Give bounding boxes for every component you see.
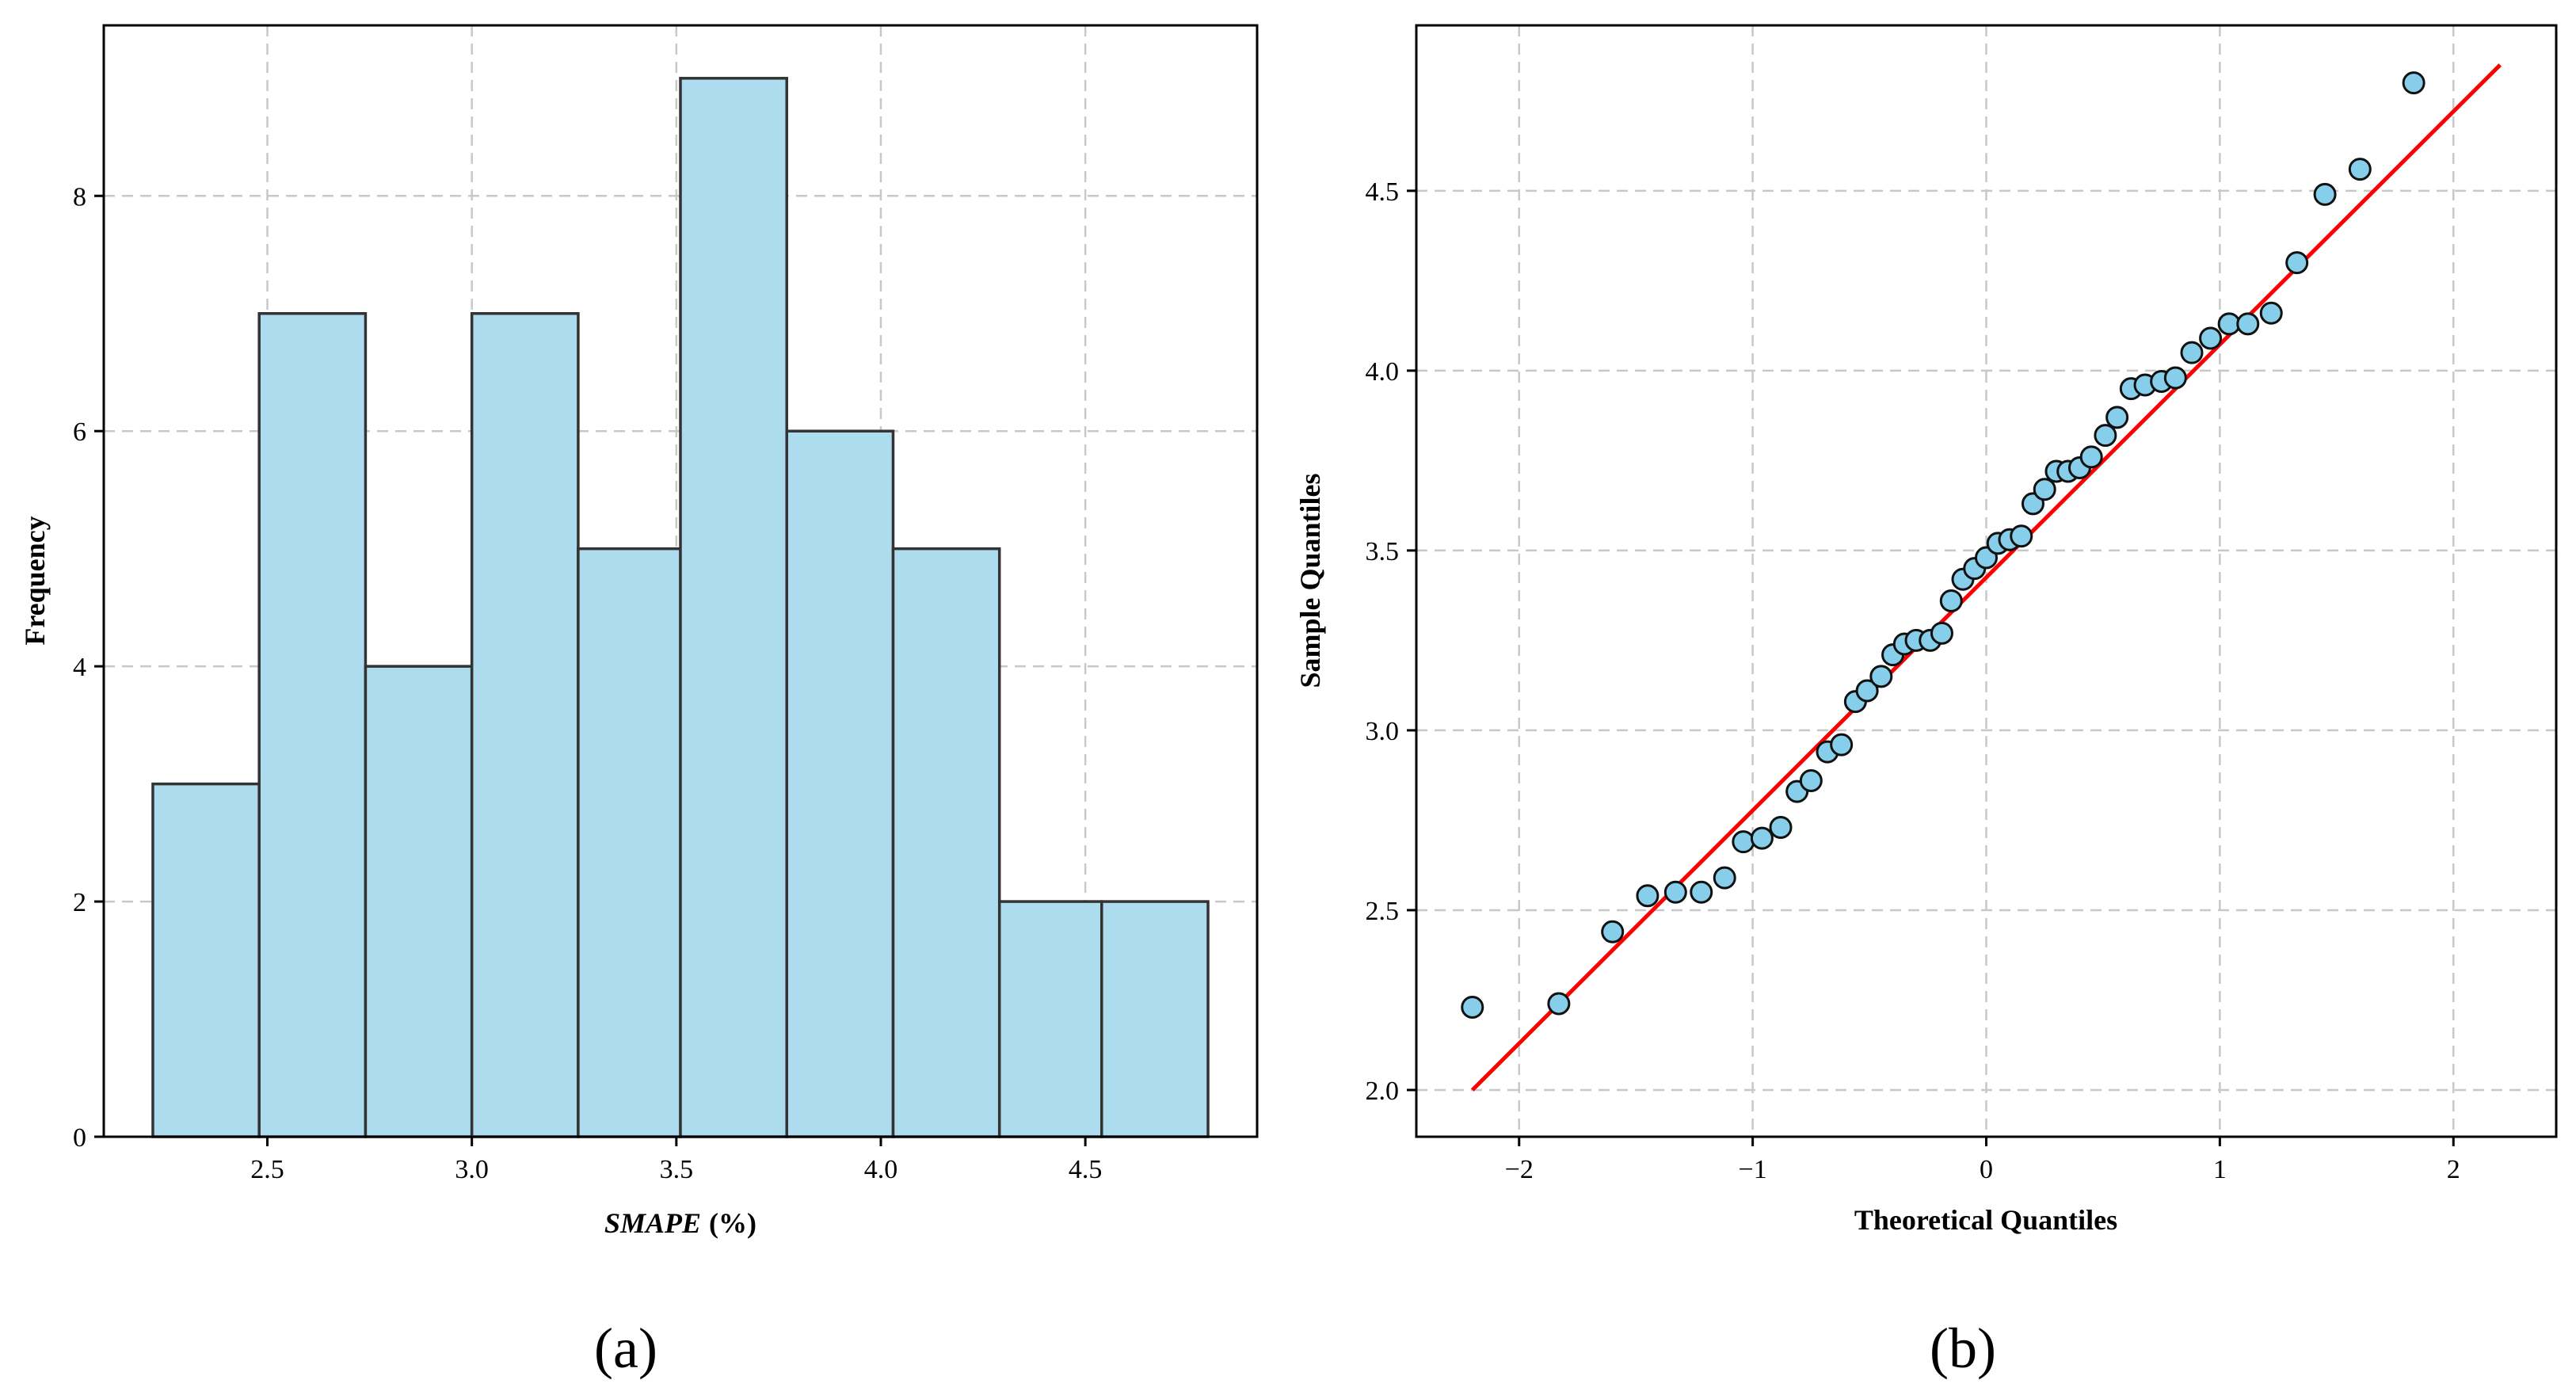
qq-point [2402, 71, 2425, 95]
histogram-y-tick-label: 4 [73, 653, 86, 682]
qq-point [2094, 424, 2117, 448]
histogram-frame [102, 24, 1259, 1138]
qq-grid [1416, 25, 2556, 1137]
qq-point [1855, 679, 1879, 703]
qq-point [2285, 251, 2309, 275]
qq-point [1939, 589, 1963, 612]
qq-point [1869, 665, 1893, 688]
qq-point [2236, 312, 2260, 336]
histogram-y-ticks: 0 2 4 6 8 [73, 182, 104, 1153]
qq-y-tick-label: 3.5 [1366, 537, 1400, 566]
qq-points [1461, 71, 2425, 1020]
histogram-bar [257, 311, 368, 1138]
histogram-y-tick-label: 8 [73, 182, 86, 212]
histogram-bar [891, 547, 1001, 1138]
histogram-x-tick-label: 4.5 [1069, 1155, 1103, 1184]
qq-x-tick-label: 1 [2213, 1155, 2227, 1184]
histogram-bar [577, 547, 682, 1138]
qq-x-tick-label: 2 [2447, 1155, 2460, 1184]
qq-point [1930, 621, 1953, 645]
qq-point [2180, 341, 2204, 364]
histogram-bar [1100, 900, 1210, 1138]
qq-x-tick-label: 0 [1980, 1155, 1993, 1184]
qq-y-tick-label: 4.0 [1366, 357, 1400, 387]
histogram-x-tick-label: 3.0 [455, 1155, 489, 1184]
qq-y-tick-label: 2.0 [1366, 1077, 1400, 1106]
qq-x-axis-title: Theoretical Quantiles [1854, 1204, 2117, 1236]
qq-point [1461, 996, 1484, 1020]
histogram-bar [997, 900, 1103, 1138]
qq-point [1690, 880, 1713, 904]
histogram-bar [364, 665, 474, 1138]
histogram-y-tick-label: 2 [73, 888, 86, 917]
qq-point [2079, 445, 2103, 469]
qq-point [2105, 406, 2129, 429]
qq-point [1830, 733, 1854, 757]
qq-point [2259, 301, 2283, 325]
histogram-x-axis-title: SMAPE (%) [604, 1207, 756, 1239]
panel-label-a: (a) [594, 1317, 657, 1380]
qq-point [2313, 182, 2337, 206]
qq-point [1799, 768, 1823, 792]
qq-reference-line [1471, 63, 2502, 1092]
qq-y-ticks: 2.0 2.5 3.0 3.5 4.0 4.5 [1366, 177, 1416, 1106]
qq-x-ticks: −2 −1 0 1 2 [1505, 1137, 2460, 1184]
qq-x-tick-label: −1 [1739, 1155, 1767, 1184]
histogram-x-tick-label: 3.5 [660, 1155, 694, 1184]
histogram-bar [470, 311, 580, 1138]
qq-y-axis-title: Sample Quantiles [1294, 473, 1326, 688]
qq-x-tick-label: −2 [1505, 1155, 1534, 1184]
qq-point [2163, 366, 2187, 390]
qq-y-tick-label: 3.0 [1366, 717, 1400, 746]
qq-point [1713, 866, 1736, 890]
qq-point [1547, 992, 1571, 1016]
histogram-x-axis-title-unit: (%) [709, 1207, 756, 1239]
qq-point [1750, 826, 1774, 850]
panel-label-b: (b) [1930, 1317, 1996, 1380]
qq-point [1601, 920, 1625, 943]
histogram-y-tick-label: 0 [73, 1123, 86, 1153]
qq-point [2348, 158, 2372, 181]
qq-point [1732, 830, 1755, 854]
histogram-y-tick-label: 6 [73, 417, 86, 447]
histogram-x-axis-title-italic: SMAPE [604, 1207, 701, 1239]
histogram-y-axis-title: Frequency [19, 516, 51, 645]
qq-point [1636, 884, 1660, 908]
qq-point [2033, 478, 2056, 501]
qq-point [1769, 816, 1793, 840]
qq-reference-line-group [1471, 63, 2502, 1092]
histogram-bar [151, 782, 261, 1138]
histogram-x-ticks: 2.5 3.0 3.5 4.0 4.5 [250, 1137, 1102, 1184]
qq-point [1663, 880, 1687, 904]
histogram-x-tick-label: 2.5 [250, 1155, 284, 1184]
histogram-bar [679, 77, 788, 1138]
qq-point [2199, 326, 2223, 350]
qq-y-tick-label: 2.5 [1366, 897, 1400, 926]
histogram-panel: 2.5 3.0 3.5 4.0 4.5 0 2 4 6 8 SMAPE (%) Frequency… [19, 24, 1259, 1380]
histogram-x-tick-label: 4.0 [864, 1155, 898, 1184]
histogram-bars [151, 77, 1210, 1138]
qq-plot-panel: −2 −1 0 1 2 2.0 2.5 3.0 3.5 4.0 4.5 Theoretical Q… [1294, 24, 2558, 1380]
histogram-bar [785, 429, 895, 1138]
qq-point [2010, 524, 2033, 548]
qq-y-tick-label: 4.5 [1366, 177, 1400, 207]
